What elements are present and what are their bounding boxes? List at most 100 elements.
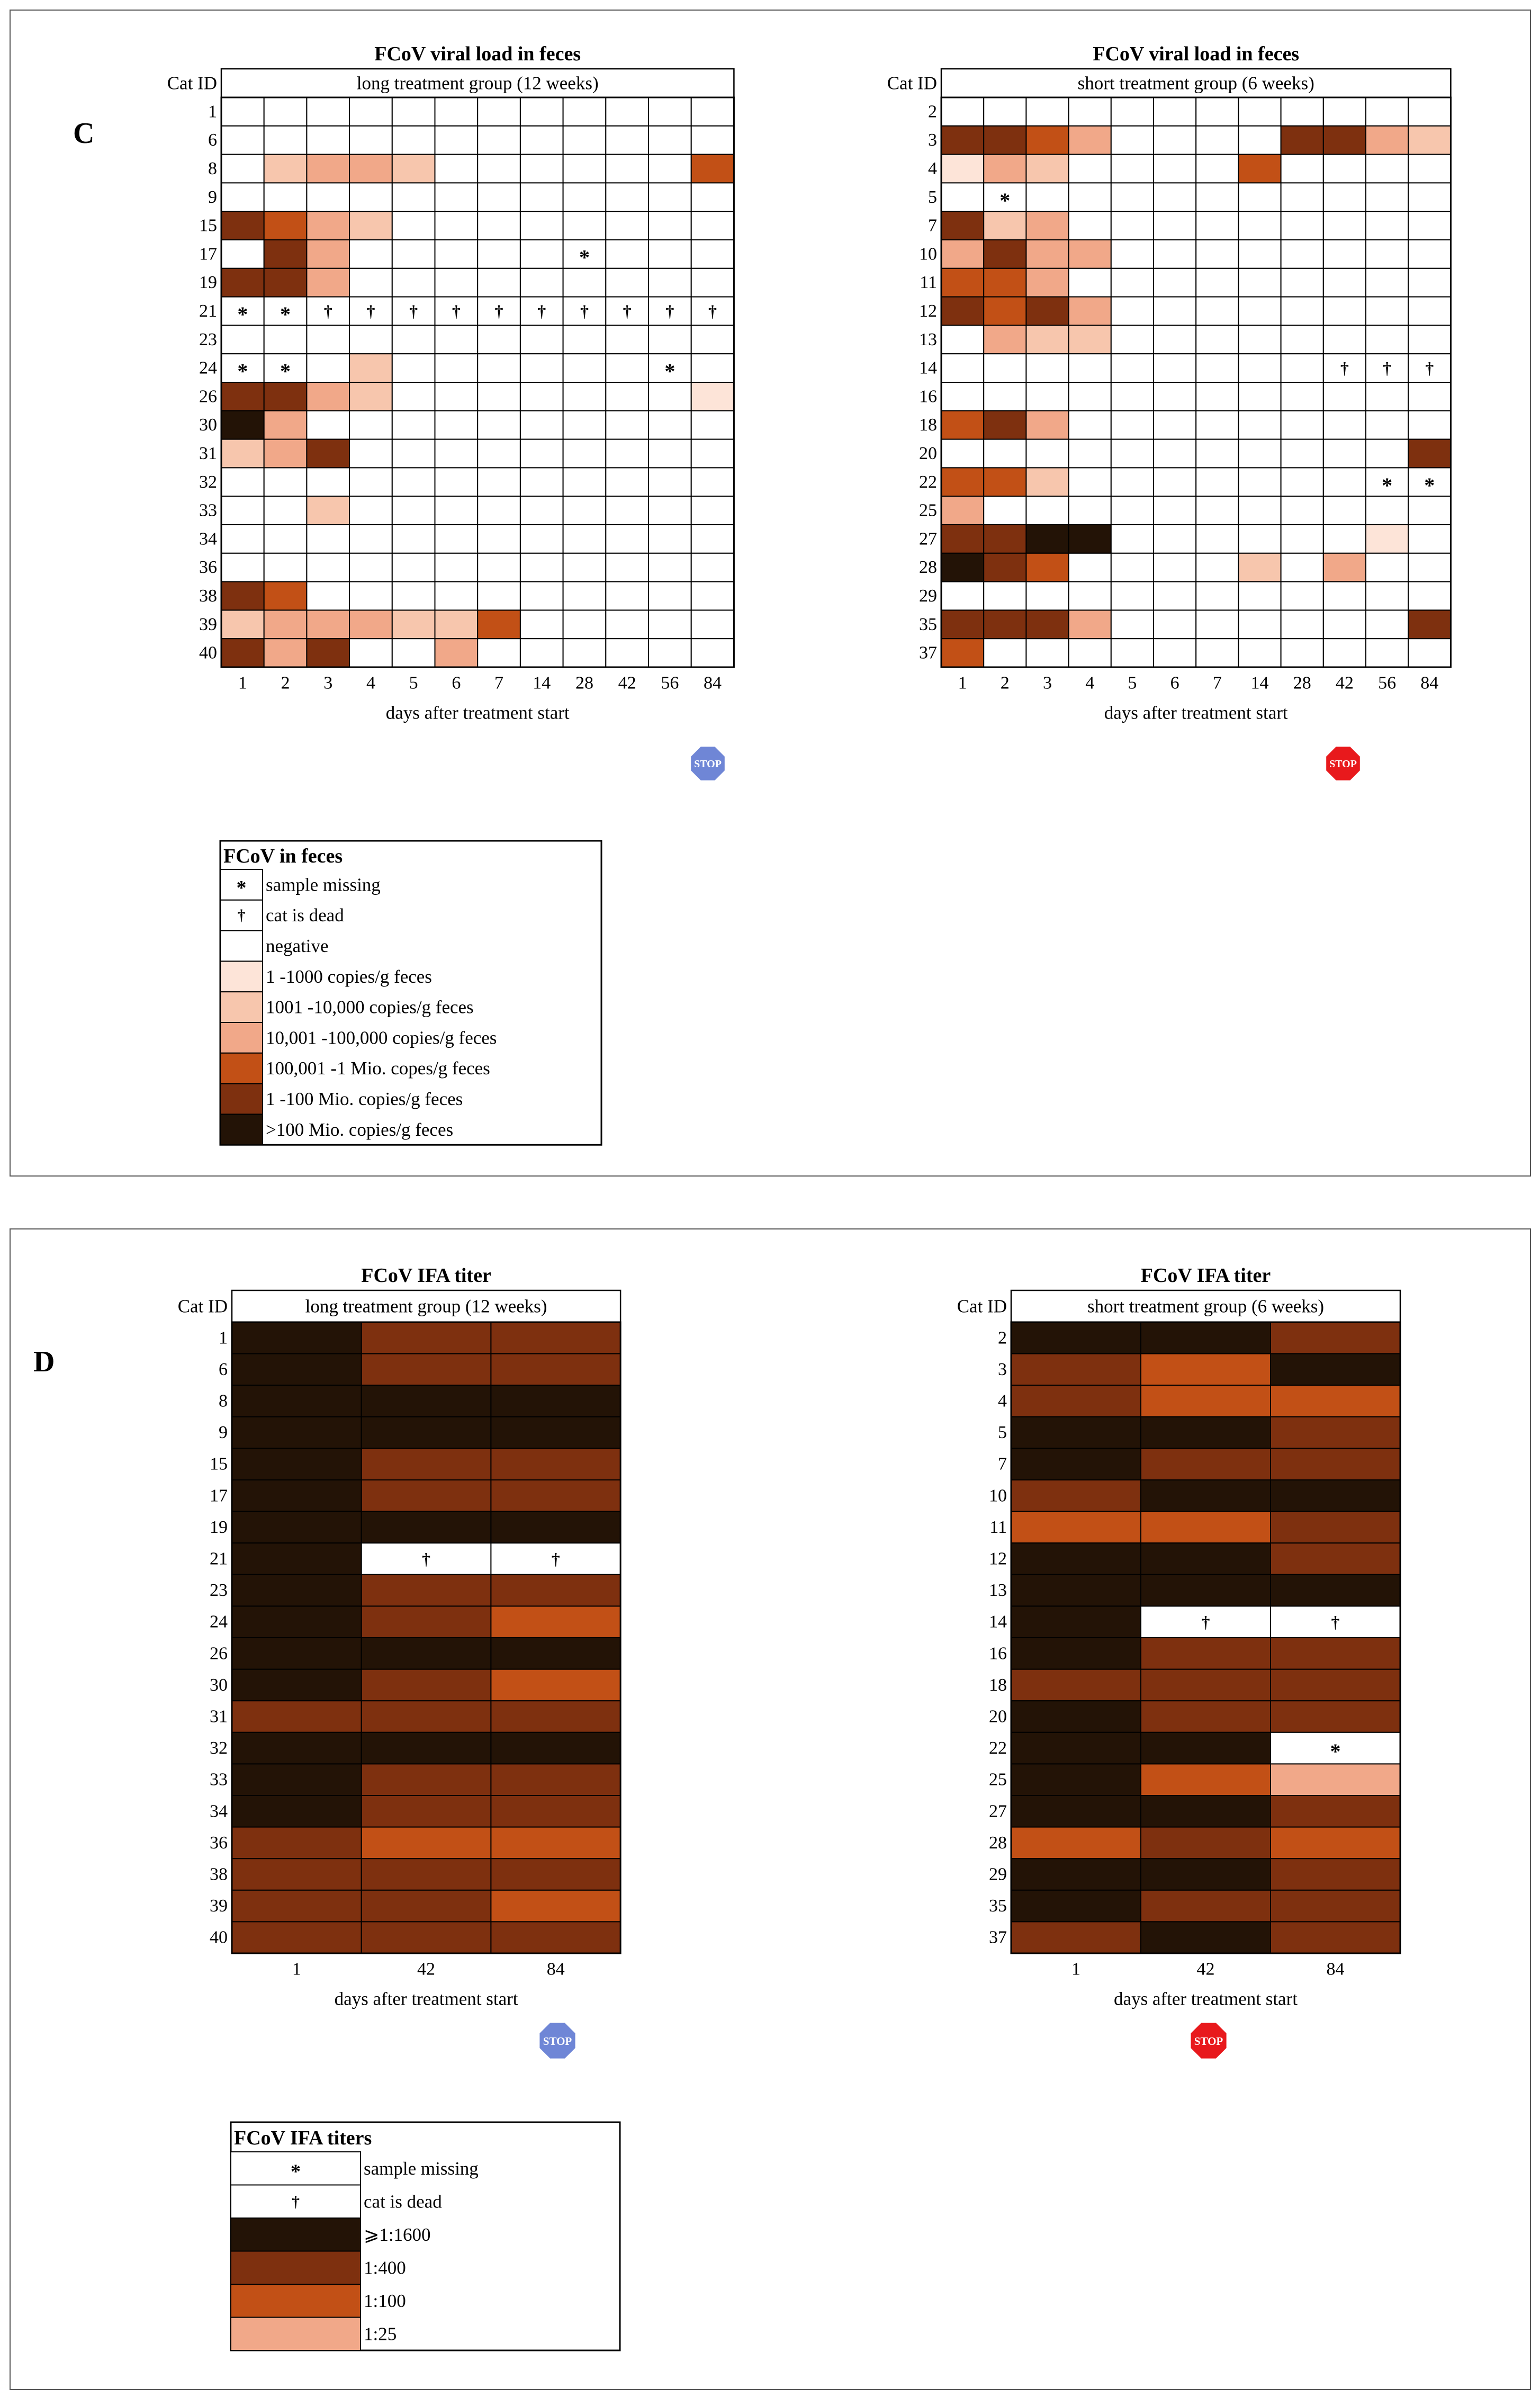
- heatmap-cell: [1110, 296, 1155, 326]
- heatmap-cell: [983, 552, 1027, 582]
- heatmap-cell: [648, 382, 692, 411]
- heatmap-cell: [983, 467, 1027, 497]
- row-tick-label: 27: [989, 1801, 1007, 1821]
- row-tick-label: 26: [210, 1644, 228, 1663]
- heatmap-cell: [391, 581, 436, 611]
- heatmap-cell: [434, 581, 479, 611]
- heatmap-cell: [231, 1795, 362, 1828]
- heatmap-cell: [361, 1542, 492, 1575]
- heatmap-cell: [562, 438, 607, 469]
- heatmap-cell: [477, 267, 521, 298]
- heatmap-cell: [1110, 154, 1155, 184]
- heatmap-cell: [562, 638, 607, 668]
- heatmap-cell: [1365, 438, 1409, 469]
- heatmap-cell: [605, 609, 650, 640]
- heatmap-cell: [1025, 182, 1069, 212]
- heatmap-cell: [519, 410, 564, 440]
- heatmap-cell: [1140, 1921, 1271, 1954]
- row-tick-label: 13: [919, 330, 937, 349]
- heatmap-cell: [1110, 552, 1155, 582]
- heatmap-cell: [349, 239, 393, 269]
- heatmap-cell: [490, 1668, 622, 1702]
- heatmap-cell: [434, 353, 479, 383]
- row-tick-label: 30: [199, 415, 217, 435]
- heatmap-cell: [361, 1605, 492, 1638]
- heatmap-cell: [306, 438, 350, 469]
- group-header: long treatment group (12 weeks): [357, 73, 599, 94]
- heatmap-cell: [1238, 609, 1282, 640]
- heatmap-cell: [1365, 239, 1409, 269]
- heatmap-cell: [263, 154, 308, 184]
- heatmap-cell: [1238, 239, 1282, 269]
- heatmap-cell: [361, 1889, 492, 1923]
- heatmap-cell: [941, 211, 985, 241]
- heatmap-cell: [1110, 581, 1155, 611]
- heatmap-cell: [434, 382, 479, 411]
- row-tick-label: 19: [199, 273, 217, 292]
- heatmap-cell: [490, 1448, 622, 1480]
- heatmap-cell: [1280, 552, 1324, 582]
- x-axis-label: days after treatment start: [1114, 1989, 1298, 2009]
- heatmap-cell: [477, 467, 521, 497]
- heatmap-cell: [1270, 1826, 1401, 1860]
- heatmap-cell: [477, 211, 521, 241]
- heatmap-cell: [605, 125, 650, 155]
- heatmap-cell: [490, 1763, 622, 1796]
- heatmap-cell: [983, 382, 1027, 411]
- heatmap-cell: [690, 581, 735, 611]
- heatmap-cell: [1153, 638, 1197, 668]
- x-tick-label: 3: [323, 674, 332, 693]
- row-tick-label: 33: [199, 501, 217, 520]
- heatmap-cell: [1238, 524, 1282, 554]
- heatmap-cell: [1280, 382, 1324, 411]
- heatmap-cell: [1140, 1763, 1271, 1796]
- heatmap-cell: [221, 467, 265, 497]
- row-tick-label: 12: [989, 1549, 1007, 1569]
- heatmap-cell: [1322, 267, 1367, 298]
- heatmap-cell: [1011, 1479, 1141, 1512]
- heatmap-cell: [1140, 1511, 1271, 1544]
- stop-label: STOP: [694, 758, 722, 770]
- heatmap-cell: [519, 211, 564, 241]
- x-tick-label: 2: [281, 674, 290, 693]
- heatmap-cell: [1011, 1448, 1141, 1480]
- heatmap-cell: [1068, 239, 1112, 269]
- missing-marker: *: [237, 360, 248, 383]
- row-tick-label: 38: [210, 1865, 228, 1884]
- row-label: Cat ID: [887, 73, 937, 94]
- heatmap-cell: [1195, 638, 1239, 668]
- heatmap-cell: [1238, 438, 1282, 469]
- legend-label: 1001 -10,000 copies/g feces: [266, 997, 474, 1018]
- heatmap-cell: [1322, 496, 1367, 526]
- row-tick-label: 39: [210, 1896, 228, 1916]
- heatmap-cell: [983, 638, 1027, 668]
- heatmap-cell: [605, 410, 650, 440]
- heatmap-cell: [941, 467, 985, 497]
- missing-marker: *: [237, 302, 248, 326]
- heatmap-cell: [1322, 211, 1367, 241]
- heatmap-cell: [1195, 296, 1239, 326]
- heatmap-cell: [361, 1668, 492, 1702]
- heatmap-cell: [983, 154, 1027, 184]
- heatmap-cell: [519, 382, 564, 411]
- heatmap-cell: [1110, 239, 1155, 269]
- row-tick-label: 21: [210, 1549, 228, 1569]
- heatmap-cell: [519, 438, 564, 469]
- heatmap-cell: [1280, 267, 1324, 298]
- heatmap-cell: [1408, 382, 1452, 411]
- heatmap-cell: [1025, 524, 1069, 554]
- heatmap-cell: [490, 1826, 622, 1860]
- heatmap-feces-long-treatment: FCoV viral load in feces long treatment g…: [167, 43, 735, 782]
- heatmap-cell: [490, 1322, 622, 1354]
- heatmap-cell: [1195, 239, 1239, 269]
- heatmap-cell: [1238, 267, 1282, 298]
- heatmap-cell: [519, 524, 564, 554]
- missing-marker: *: [1382, 473, 1392, 497]
- heatmap-cell: [434, 97, 479, 127]
- row-tick-label: 4: [998, 1391, 1007, 1411]
- heatmap-cell: [690, 410, 735, 440]
- x-tick-label: 6: [1170, 674, 1179, 693]
- heatmap-cell: [1408, 239, 1452, 269]
- heatmap-cell: [391, 267, 436, 298]
- row-tick-label: 35: [989, 1896, 1007, 1916]
